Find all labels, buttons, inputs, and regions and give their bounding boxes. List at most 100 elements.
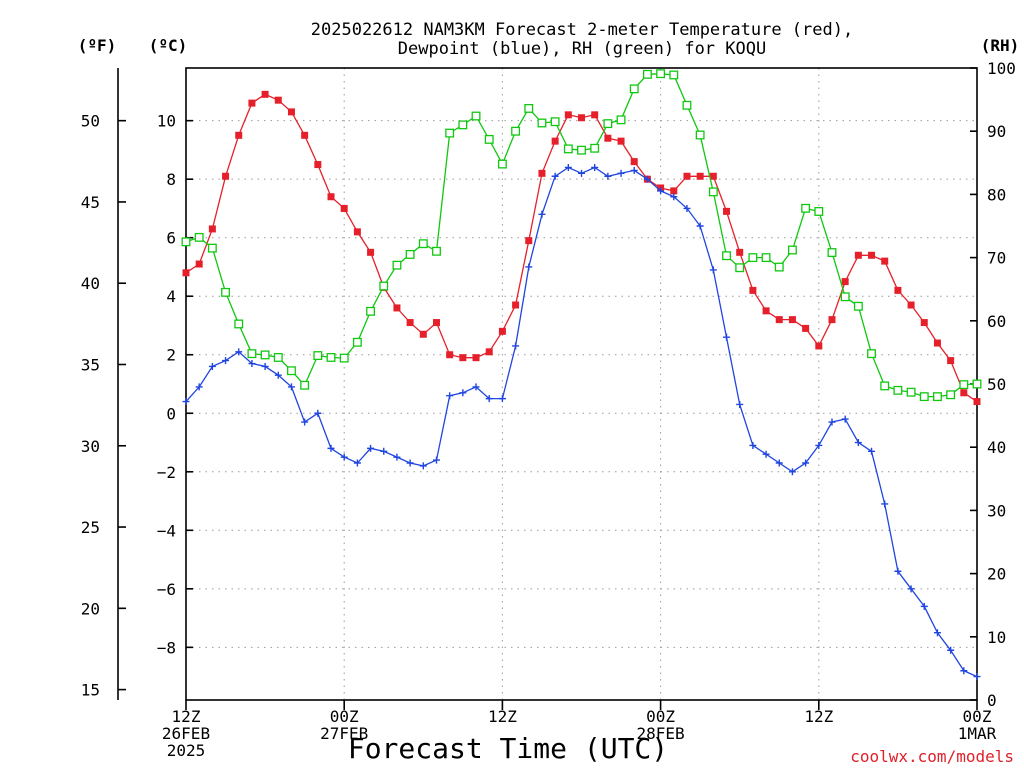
rh-point bbox=[708, 187, 718, 197]
rh-tick-label: 0 bbox=[987, 691, 997, 710]
rh-point bbox=[207, 243, 217, 253]
dewpoint-point bbox=[868, 447, 876, 455]
rh-point bbox=[787, 245, 797, 255]
rh-tick-label: 30 bbox=[987, 501, 1006, 520]
rh-point bbox=[682, 100, 692, 110]
temperature-point bbox=[578, 114, 585, 122]
temperature-point bbox=[815, 342, 823, 350]
x-tick-label: 00Z bbox=[330, 707, 359, 726]
temperature-point bbox=[670, 187, 678, 195]
dewpoint-point bbox=[485, 395, 493, 403]
fahrenheit-tick-label: 40 bbox=[81, 274, 100, 293]
x-tick-label: 12Z bbox=[804, 707, 833, 726]
temperature-point bbox=[564, 111, 572, 119]
x-tick-label: 12Z bbox=[488, 707, 517, 726]
rh-line bbox=[185, 73, 978, 398]
temperature-point bbox=[393, 304, 401, 312]
celsius-tick-label: −8 bbox=[157, 638, 176, 657]
rh-point bbox=[484, 134, 494, 144]
dewpoint-point bbox=[749, 441, 757, 449]
rh-point bbox=[774, 262, 784, 272]
dewpoint-point bbox=[881, 500, 889, 508]
rh-point bbox=[181, 237, 191, 247]
rh-tick-label: 60 bbox=[987, 312, 1006, 331]
dewpoint-point bbox=[920, 602, 928, 610]
rh-tick-label: 90 bbox=[987, 122, 1006, 141]
temperature-point bbox=[683, 172, 691, 180]
dewpoint-point bbox=[736, 400, 744, 408]
dewpoint-point bbox=[604, 172, 612, 180]
temperature-point bbox=[762, 307, 770, 315]
rh-point bbox=[656, 69, 666, 79]
dewpoint-point bbox=[617, 169, 625, 177]
temperature-point bbox=[419, 330, 427, 338]
fahrenheit-tick-label: 25 bbox=[81, 518, 100, 537]
dewpoint-point bbox=[274, 371, 282, 379]
temperature-point bbox=[775, 316, 783, 324]
dewpoint-point bbox=[960, 667, 968, 675]
chart-title-line2: Dewpoint (blue), RH (green) for KOQU bbox=[398, 39, 766, 59]
x-tick-label: 00Z bbox=[963, 707, 992, 726]
temperature-point bbox=[301, 131, 309, 139]
dewpoint-point bbox=[907, 585, 915, 593]
dewpoint-point bbox=[947, 646, 955, 654]
dewpoint-point bbox=[222, 357, 230, 365]
rh-point bbox=[339, 353, 349, 363]
temperature-point bbox=[854, 251, 862, 259]
temperature-point bbox=[749, 286, 757, 294]
temperature-point bbox=[525, 237, 533, 245]
x-tick-label: 26FEB bbox=[162, 724, 210, 743]
rh-point bbox=[326, 353, 336, 362]
dewpoint-point bbox=[564, 163, 572, 171]
fahrenheit-tick-label: 30 bbox=[81, 437, 100, 456]
dewpoint-point bbox=[525, 263, 533, 271]
temperature-point bbox=[182, 269, 190, 277]
rh-point bbox=[287, 366, 296, 376]
temperature-point bbox=[630, 158, 638, 166]
dewpoint-point bbox=[195, 383, 203, 391]
dewpoint-point bbox=[419, 462, 427, 470]
rh-point bbox=[221, 287, 230, 297]
temperature-point bbox=[459, 354, 467, 362]
rh-point bbox=[853, 301, 863, 311]
rh-point bbox=[445, 128, 455, 138]
temperature-point bbox=[353, 228, 361, 236]
x-tick-label: 1MAR bbox=[958, 724, 997, 743]
dewpoint-point bbox=[393, 453, 401, 461]
rh-point bbox=[814, 207, 824, 216]
temperature-point bbox=[498, 327, 506, 335]
dewpoint-point bbox=[498, 395, 506, 403]
dewpoint-point bbox=[802, 459, 810, 467]
rh-tick-label: 100 bbox=[987, 59, 1016, 78]
fahrenheit-tick-label: 45 bbox=[81, 193, 100, 212]
rh-point bbox=[577, 145, 586, 155]
rh-point bbox=[458, 120, 468, 130]
dewpoint-point bbox=[643, 175, 651, 183]
temperature-point bbox=[709, 172, 717, 180]
rh-tick-label: 40 bbox=[987, 438, 1006, 457]
rh-tick-label: 20 bbox=[987, 565, 1006, 584]
dewpoint-point bbox=[828, 418, 836, 426]
dewpoint-point bbox=[353, 459, 361, 467]
rh-point bbox=[893, 385, 903, 395]
dewpoint-point bbox=[894, 567, 902, 575]
temperature-point bbox=[432, 319, 440, 327]
rh-point bbox=[379, 281, 389, 291]
rh-point bbox=[524, 103, 534, 113]
dewpoint-point bbox=[340, 453, 348, 461]
dewpoint-point bbox=[327, 444, 335, 452]
dewpoint-point bbox=[723, 333, 731, 341]
temperature-point bbox=[195, 260, 203, 268]
chart-axes bbox=[117, 67, 978, 701]
x-tick-label: 27FEB bbox=[320, 724, 368, 743]
dewpoint-point bbox=[512, 342, 520, 350]
celsius-tick-label: −2 bbox=[157, 463, 176, 482]
temperature-point bbox=[287, 108, 295, 116]
celsius-tick-label: 8 bbox=[166, 170, 176, 189]
dewpoint-point bbox=[578, 169, 585, 177]
celsius-tick-label: 6 bbox=[166, 229, 176, 248]
x-tick-label: 2025 bbox=[167, 741, 206, 760]
temperature-point bbox=[327, 193, 335, 201]
temperature-point bbox=[894, 286, 902, 294]
